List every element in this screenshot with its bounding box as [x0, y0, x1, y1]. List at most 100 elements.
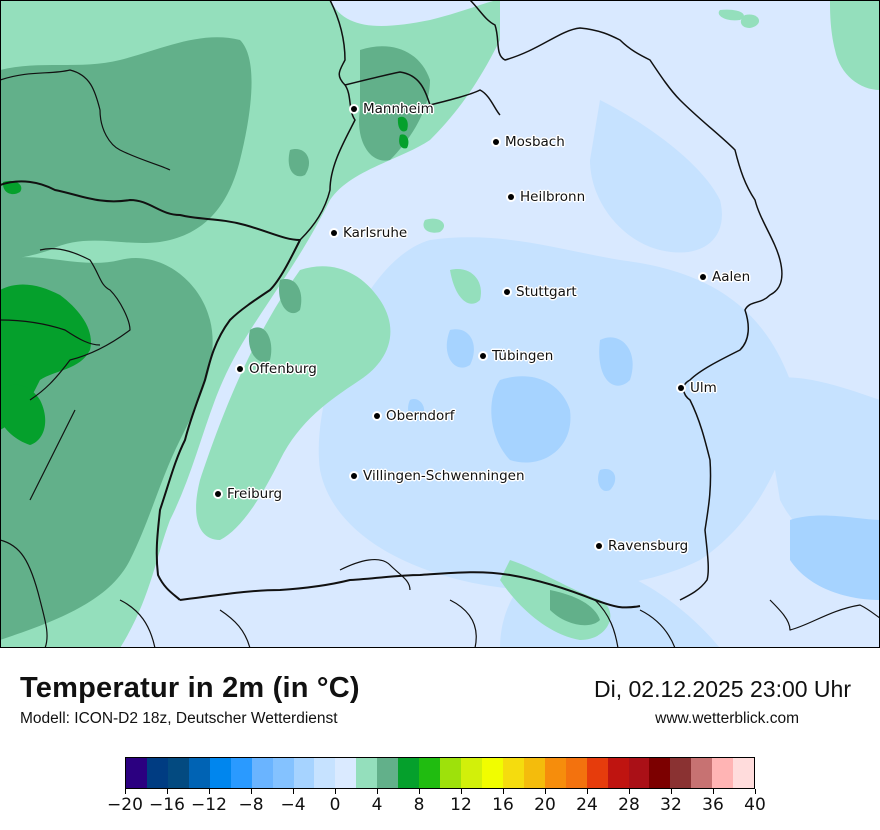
city-marker[interactable]: Aalen — [700, 269, 750, 285]
colorbar-segment — [712, 758, 734, 788]
colorbar-segment — [440, 758, 461, 788]
colorbar-tick — [628, 789, 630, 794]
map-canvas — [0, 0, 880, 648]
city-label: Stuttgart — [516, 284, 577, 300]
city-dot-icon — [374, 413, 380, 419]
city-dot-icon — [331, 230, 337, 236]
colorbar-segment — [377, 758, 399, 788]
city-marker[interactable]: Heilbronn — [508, 189, 585, 205]
city-marker[interactable]: Ulm — [678, 380, 717, 396]
colorbar-segment — [272, 758, 294, 788]
colorbar-segment — [502, 758, 524, 788]
colorbar-segment — [209, 758, 231, 788]
colorbar-tick — [292, 789, 294, 794]
city-marker[interactable]: Stuttgart — [504, 284, 577, 300]
city-marker[interactable]: Villingen-Schwenningen — [351, 468, 525, 484]
temperature-colorbar — [125, 757, 755, 789]
colorbar-segment — [649, 758, 671, 788]
city-dot-icon — [351, 473, 357, 479]
colorbar-segment — [398, 758, 420, 788]
colorbar-tick — [208, 789, 210, 794]
colorbar-tick — [754, 789, 756, 794]
city-marker[interactable]: Tübingen — [480, 348, 553, 364]
city-dot-icon — [678, 385, 684, 391]
city-label: Tübingen — [492, 348, 554, 364]
colorbar-tick — [418, 789, 420, 794]
city-marker[interactable]: Freiburg — [215, 486, 282, 502]
city-dot-icon — [237, 366, 243, 372]
city-label: Heilbronn — [520, 189, 586, 205]
colorbar-tick — [712, 789, 714, 794]
city-label: Mosbach — [505, 134, 565, 150]
city-marker[interactable]: Offenburg — [237, 361, 317, 377]
city-label: Oberndorf — [386, 408, 455, 424]
colorbar-tick-label: 4 — [371, 795, 383, 815]
city-label: Ravensburg — [608, 538, 689, 554]
city-dot-icon — [215, 491, 221, 497]
colorbar-segment — [146, 758, 168, 788]
colorbar-ticks: −20 −16 −12 −8 −4 0 4 8 12 16 20 24 28 32 36 40 — [107, 789, 766, 819]
city-label: Aalen — [712, 269, 751, 285]
colorbar-segment — [314, 758, 336, 788]
city-label: Karlsruhe — [343, 225, 408, 241]
colorbar-tick-label: 12 — [450, 795, 472, 815]
colorbar-tick-label: −4 — [280, 795, 306, 815]
city-label: Villingen-Schwenningen — [363, 468, 525, 484]
colorbar-segment — [419, 758, 441, 788]
city-dot-icon — [700, 274, 706, 280]
colorbar-segment — [565, 758, 587, 788]
colorbar-tick-label: 36 — [702, 795, 724, 815]
source-link[interactable]: www.wetterblick.com — [655, 710, 799, 727]
colorbar-tick — [460, 789, 462, 794]
city-marker[interactable]: Oberndorf — [374, 408, 455, 424]
city-marker[interactable]: Karlsruhe — [331, 225, 407, 241]
city-dot-icon — [504, 289, 510, 295]
colorbar-segment — [607, 758, 629, 788]
city-label: Freiburg — [227, 486, 283, 502]
city-marker[interactable]: Mannheim — [351, 101, 434, 117]
colorbar-tick-label: −8 — [238, 795, 264, 815]
colorbar-tick-label: 20 — [534, 795, 556, 815]
colorbar-segment — [126, 758, 147, 788]
colorbar-tick-label: 0 — [329, 795, 341, 815]
colorbar-tick-label: −16 — [149, 795, 185, 815]
colorbar-segment — [293, 758, 315, 788]
city-dot-icon — [493, 139, 499, 145]
colorbar-segment — [481, 758, 503, 788]
colorbar-tick-label: 24 — [576, 795, 598, 815]
colorbar-tick-label: 8 — [413, 795, 425, 815]
city-dot-icon — [351, 106, 357, 112]
colorbar-segment — [691, 758, 713, 788]
colorbar-tick-label: −12 — [191, 795, 227, 815]
colorbar-segment — [251, 758, 273, 788]
forecast-datetime: Di, 02.12.2025 23:00 Uhr — [593, 676, 851, 702]
colorbar-tick — [166, 789, 168, 794]
colorbar-segment — [335, 758, 357, 788]
city-dot-icon — [508, 194, 514, 200]
colorbar-tick — [376, 789, 378, 794]
colorbar-segment — [586, 758, 608, 788]
colorbar-segment — [733, 758, 755, 788]
colorbar-tick-label: 32 — [660, 795, 682, 815]
colorbar-tick — [670, 789, 672, 794]
colorbar-segment — [544, 758, 566, 788]
colorbar-tick — [124, 789, 126, 794]
city-label: Mannheim — [363, 101, 434, 117]
colorbar-tick-label: 28 — [618, 795, 640, 815]
colorbar-tick-label: 40 — [744, 795, 766, 815]
colorbar-tick-label: −20 — [107, 795, 143, 815]
temp-zone-minus4-minus2 — [408, 329, 880, 600]
temperature-map[interactable]: Mannheim Mosbach Heilbronn Karlsruhe Aalen St… — [0, 0, 880, 648]
colorbar-tick — [502, 789, 504, 794]
colorbar-tick — [544, 789, 546, 794]
colorbar-segment — [167, 758, 189, 788]
city-label: Offenburg — [249, 361, 317, 377]
colorbar-segment — [461, 758, 482, 788]
city-marker[interactable]: Mosbach — [493, 134, 565, 150]
colorbar-segment — [188, 758, 210, 788]
colorbar-segment — [356, 758, 378, 788]
city-dot-icon — [596, 543, 602, 549]
colorbar-segment — [670, 758, 692, 788]
map-title: Temperatur in 2m (in °C) — [20, 672, 360, 704]
city-marker[interactable]: Ravensburg — [596, 538, 688, 554]
